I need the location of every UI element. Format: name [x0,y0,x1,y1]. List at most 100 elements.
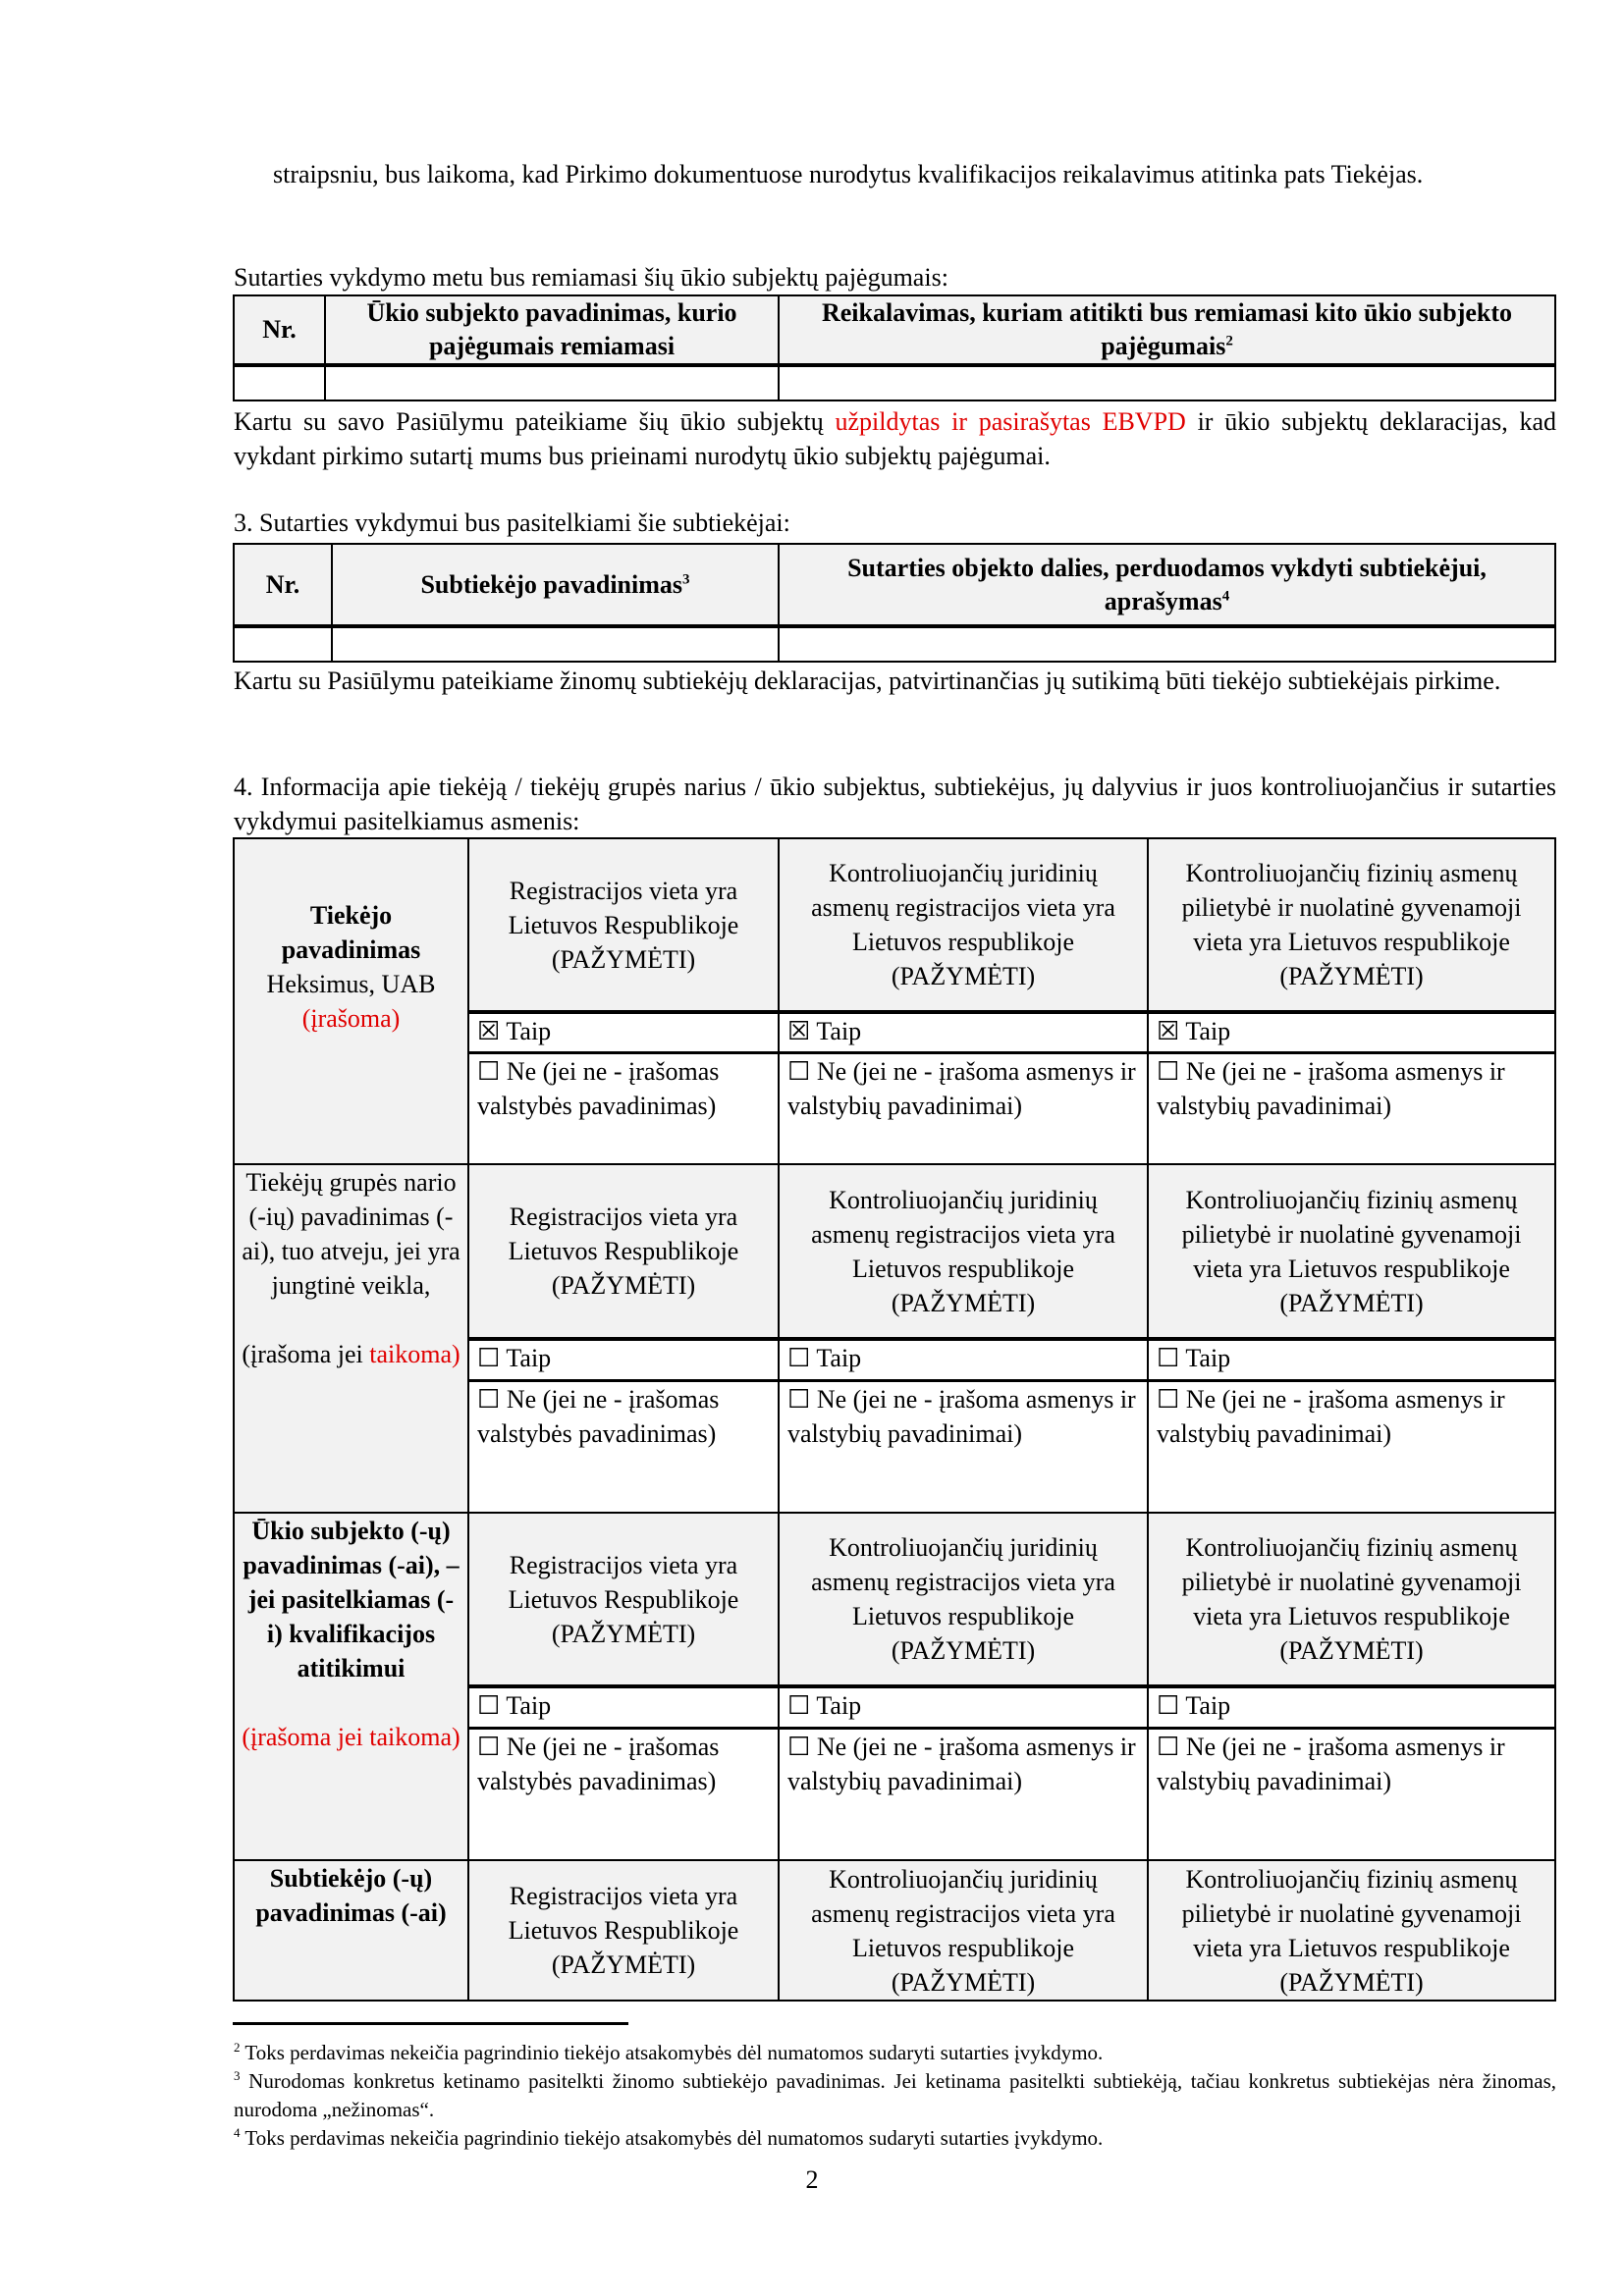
column-header-cell: Registracijos vieta yra Lietuvos Respubl… [467,1163,780,1340]
capacity-empty-row [233,364,1556,401]
group-label-cell: Subtiekėjo (-ų) pavadinimas (-ai) [233,1859,469,2002]
no-label: Ne (jei ne - įrašoma asmenys ir valstybi… [787,1056,1136,1120]
note-red-text: taikoma) [369,1340,460,1368]
subcontractors-empty-row [233,625,1556,663]
group-value[interactable]: Heksimus, UAB [266,970,436,998]
footnote-separator [233,2022,628,2025]
checkbox-empty-icon[interactable]: ☐ [477,1732,501,1761]
cell[interactable] [778,625,1556,663]
yes-row: ☒ Taip ☒ Taip ☒ Taip [234,1011,1556,1053]
no-option[interactable]: ☐ Ne (jei ne - įrašoma asmenys ir valsty… [778,1051,1149,1165]
checkbox-empty-icon[interactable]: ☐ [787,1344,811,1372]
yes-option[interactable]: ☒ Taip [467,1011,780,1053]
note-red-text: (įrašoma jei taikoma) [242,1723,460,1751]
checkbox-empty-icon[interactable]: ☐ [1157,1056,1180,1086]
yes-option[interactable]: ☐ Taip [467,1338,780,1381]
page-number: 2 [805,2165,819,2194]
cell[interactable] [331,625,780,663]
yes-label: Taip [506,1344,552,1372]
group-note: (įrašoma) [241,1001,461,1036]
info-heading: 4. Informacija apie tiekėją / tiekėjų gr… [234,773,1556,835]
group-title: Ūkio subjekto (-ų) pavadinimas (-ai), – … [243,1517,460,1682]
intro-paragraph: straipsniu, bus laikoma, kad Pirkimo dok… [273,160,1424,188]
no-option[interactable]: ☐ Ne (jei ne - įrašoma asmenys ir valsty… [778,1379,1149,1514]
checkbox-checked-icon[interactable]: ☒ [1157,1017,1180,1045]
footnote-ref: 2 [1225,333,1233,349]
checkbox-empty-icon[interactable]: ☐ [787,1056,811,1086]
checkbox-empty-icon[interactable]: ☐ [1157,1344,1180,1372]
footnote-ref: 4 [1221,587,1230,604]
note-red-text: užpildytas ir pasirašytas EBVPD [835,407,1186,436]
footnote-2: 2 Toks perdavimas nekeičia pagrindinio t… [234,2039,1556,2067]
no-row: ☐ Ne (jei ne - įrašomas valstybės pavadi… [234,1727,1556,1861]
header-nr: Nr. [233,543,333,627]
no-option[interactable]: ☐ Ne (jei ne - įrašoma asmenys ir valsty… [1147,1379,1556,1514]
footnote-number: 3 [234,2068,241,2083]
header-subcontractor-name: Subtiekėjo pavadinimas3 [331,543,780,627]
no-option[interactable]: ☐ Ne (jei ne - įrašoma asmenys ir valsty… [1147,1727,1556,1861]
group-header-row: Tiekėjo pavadinimas Heksimus, UAB (įrašoma… [233,837,1556,1165]
group-note: (įrašoma jei taikoma) [241,1720,461,1754]
no-option[interactable]: ☐ Ne (jei ne - įrašoma asmenys ir valsty… [778,1727,1149,1861]
no-option[interactable]: ☐ Ne (jei ne - įrašomas valstybės pavadi… [467,1051,780,1165]
yes-label: Taip [816,1344,862,1372]
yes-option[interactable]: ☐ Taip [1147,1685,1556,1729]
header-nr: Nr. [233,294,326,366]
group-label-cell: Tiekėjų grupės nario (-ių) pavadinimas (… [233,1163,469,1514]
footnote-number: 4 [234,2125,241,2140]
checkbox-empty-icon[interactable]: ☐ [477,1691,501,1720]
column-header-cell: Kontroliuojančių juridinių asmenų regist… [778,1859,1149,2002]
checkbox-empty-icon[interactable]: ☐ [787,1384,811,1414]
yes-label: Taip [1185,1691,1231,1720]
no-row: ☐ Ne (jei ne - įrašomas valstybės pavadi… [234,1379,1556,1514]
subcontractors-note: Kartu su Pasiūlymu pateikiame žinomų sub… [234,667,1501,695]
column-header-cell: Kontroliuojančių juridinių asmenų regist… [778,837,1149,1013]
checkbox-empty-icon[interactable]: ☐ [477,1384,501,1414]
checkbox-empty-icon[interactable]: ☐ [477,1344,501,1372]
cell[interactable] [233,364,326,401]
header-description: Sutarties objekto dalies, perduodamos vy… [778,543,1556,627]
group-label-cell: Tiekėjo pavadinimas Heksimus, UAB (įrašoma… [233,837,469,1165]
checkbox-empty-icon[interactable]: ☐ [1157,1691,1180,1720]
no-label: Ne (jei ne - įrašoma asmenys ir valstybi… [1157,1732,1505,1795]
no-label: Ne (jei ne - įrašoma asmenys ir valstybi… [787,1732,1136,1795]
cell[interactable] [233,625,333,663]
checkbox-empty-icon[interactable]: ☐ [1157,1732,1180,1761]
yes-option[interactable]: ☐ Taip [778,1685,1149,1729]
checkbox-checked-icon[interactable]: ☒ [787,1017,811,1045]
yes-option[interactable]: ☒ Taip [778,1011,1149,1053]
yes-option[interactable]: ☒ Taip [1147,1011,1556,1053]
yes-option[interactable]: ☐ Taip [467,1685,780,1729]
cell[interactable] [324,364,780,401]
header-requirement: Reikalavimas, kuriam atitikti bus remiam… [778,294,1556,366]
group-title: Tiekėjo pavadinimas [281,901,421,964]
no-label: Ne (jei ne - įrašoma asmenys ir valstybi… [1157,1384,1505,1448]
footnote-3: 3 Nurodomas konkretus ketinamo pasitelkt… [234,2067,1556,2124]
footnote-text: Toks perdavimas nekeičia pagrindinio tie… [244,2041,1104,2064]
yes-label: Taip [1185,1344,1231,1372]
yes-label: Taip [506,1691,552,1720]
footnote-number: 2 [234,2040,241,2055]
column-header-cell: Kontroliuojančių fizinių asmenų pilietyb… [1147,837,1556,1013]
yes-label: Taip [506,1017,552,1045]
column-header-cell: Kontroliuojančių juridinių asmenų regist… [778,1512,1149,1687]
header-requirement-text: Reikalavimas, kuriam atitikti bus remiam… [821,298,1513,360]
yes-option[interactable]: ☐ Taip [1147,1338,1556,1381]
checkbox-empty-icon[interactable]: ☐ [1157,1384,1180,1414]
column-header-cell: Kontroliuojančių fizinių asmenų pilietyb… [1147,1163,1556,1340]
checkbox-empty-icon[interactable]: ☐ [477,1056,501,1086]
no-option[interactable]: ☐ Ne (jei ne - įrašoma asmenys ir valsty… [1147,1051,1556,1165]
no-label: Ne (jei ne - įrašomas valstybės pavadini… [477,1732,720,1795]
checkbox-empty-icon[interactable]: ☐ [787,1691,811,1720]
cell[interactable] [778,364,1556,401]
subcontractors-header-row: Nr. Subtiekėjo pavadinimas3 Sutarties ob… [233,543,1556,627]
yes-label: Taip [1185,1017,1231,1045]
yes-option[interactable]: ☐ Taip [778,1338,1149,1381]
checkbox-empty-icon[interactable]: ☐ [787,1732,811,1761]
no-option[interactable]: ☐ Ne (jei ne - įrašomas valstybės pavadi… [467,1379,780,1514]
subcontractors-heading: 3. Sutarties vykdymui bus pasitelkiami š… [234,508,790,537]
column-header-cell: Registracijos vieta yra Lietuvos Respubl… [467,1859,780,2002]
yes-row: ☐ Taip ☐ Taip ☐ Taip [234,1685,1556,1729]
no-option[interactable]: ☐ Ne (jei ne - įrašomas valstybės pavadi… [467,1727,780,1861]
checkbox-checked-icon[interactable]: ☒ [477,1017,501,1045]
